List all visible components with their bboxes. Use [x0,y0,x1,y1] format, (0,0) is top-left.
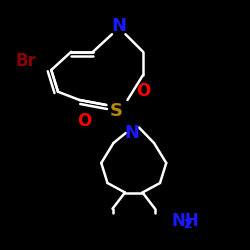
Text: S: S [110,102,123,120]
Text: NH: NH [171,212,199,230]
Text: N: N [124,124,140,142]
Text: O: O [76,112,91,130]
Text: O: O [136,82,150,100]
Text: 2: 2 [184,218,193,231]
Text: N: N [111,17,126,35]
Text: Br: Br [16,52,37,70]
